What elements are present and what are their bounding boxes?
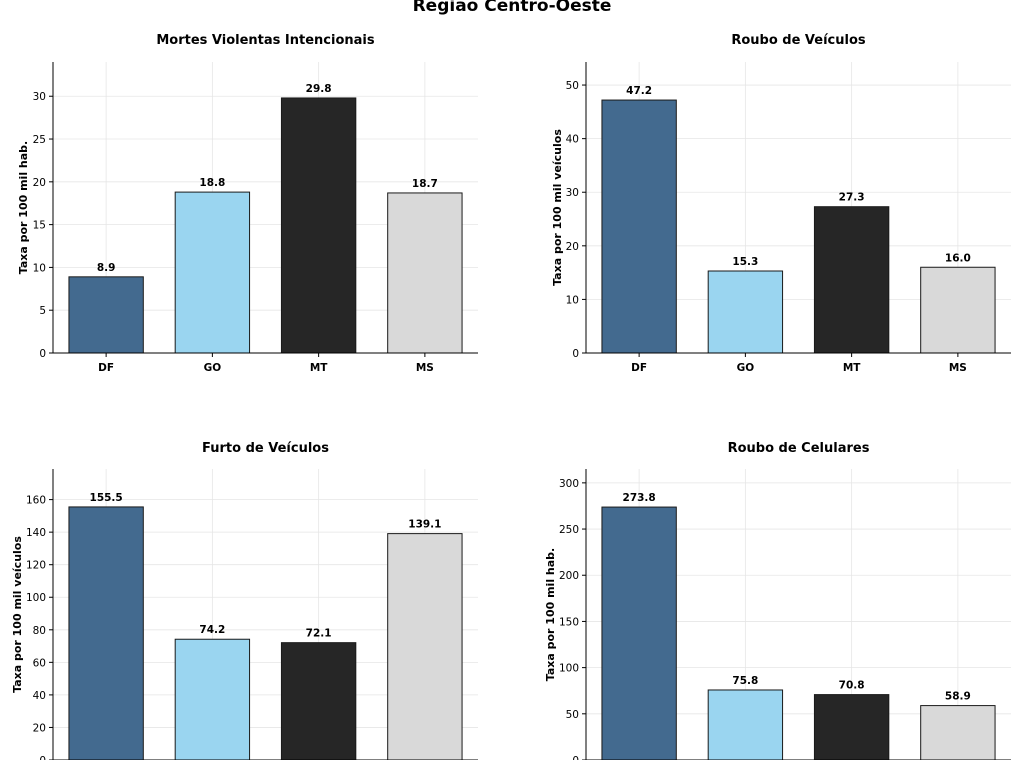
y-tick-label: 15 [33, 220, 46, 232]
y-tick-label: 0 [39, 755, 46, 760]
y-tick-label: 50 [566, 709, 579, 721]
bar-df [601, 99, 677, 354]
bar-mt [280, 97, 357, 354]
value-label-mt: 70.8 [839, 680, 865, 692]
value-label-go: 74.2 [199, 624, 225, 636]
y-axis-label: Taxa por 100 mil veículos [11, 536, 24, 693]
value-label-go: 15.3 [732, 256, 758, 268]
value-label-mt: 72.1 [306, 628, 332, 640]
y-tick-label: 100 [26, 592, 46, 604]
value-label-df: 47.2 [626, 85, 652, 97]
chart-mortes-violentas-intencionais: 8.9 18.8 29.8 18.7 0 5 10 15 20 25 30 DF GO MT MS Morte… [17, 33, 478, 374]
chart-title: Roubo de Veículos [731, 33, 866, 48]
y-tick-label: 140 [26, 527, 46, 539]
y-tick-label: 5 [39, 305, 46, 317]
bar-ms [387, 192, 463, 354]
figure-title: Região Centro-Oeste [413, 0, 612, 16]
value-label-ms: 18.7 [412, 178, 438, 190]
x-tick-label-ms: MS [416, 362, 434, 374]
bar-go [174, 638, 251, 760]
bar-ms [387, 533, 463, 760]
bar-df [68, 506, 144, 760]
value-label-ms: 139.1 [408, 519, 441, 531]
y-tick-label: 30 [566, 187, 579, 199]
chart-title: Mortes Violentas Intencionais [156, 33, 375, 48]
bar-df [601, 506, 677, 760]
value-label-mt: 27.3 [839, 192, 865, 204]
y-tick-label: 20 [566, 241, 579, 253]
y-tick-label: 120 [26, 560, 46, 572]
y-tick-label: 50 [566, 80, 579, 92]
bar-go [174, 191, 251, 354]
chart-title: Furto de Veículos [202, 441, 329, 456]
y-tick-label: 25 [33, 134, 46, 146]
y-tick-label: 0 [572, 348, 579, 360]
y-tick-label: 20 [33, 177, 46, 189]
y-tick-label: 0 [39, 348, 46, 360]
value-label-df: 8.9 [97, 262, 116, 274]
chart-roubo-de-celulares: 273.8 75.8 70.8 58.9 0 50 100 150 200 250 300 Roubo… [544, 441, 1011, 760]
bar-mt [813, 694, 890, 760]
x-tick-label-mt: MT [843, 362, 861, 374]
bar-go [707, 270, 784, 354]
y-tick-label: 10 [33, 262, 46, 274]
chart-panels: 8.9 18.8 29.8 18.7 0 5 10 15 20 25 30 DF GO MT MS Morte… [11, 33, 1011, 760]
x-tick-label-ms: MS [949, 362, 967, 374]
y-axis-label: Taxa por 100 mil veículos [551, 129, 564, 286]
y-tick-label: 40 [566, 134, 579, 146]
y-tick-label: 30 [33, 91, 46, 103]
y-tick-label: 250 [559, 524, 579, 536]
x-tick-label-df: DF [98, 362, 114, 374]
y-tick-label: 100 [559, 663, 579, 675]
value-label-ms: 16.0 [945, 252, 971, 264]
y-axis-label: Taxa por 100 mil hab. [544, 548, 557, 681]
y-tick-label: 10 [566, 294, 579, 306]
value-label-go: 75.8 [732, 675, 758, 687]
value-label-mt: 29.8 [306, 83, 332, 95]
value-label-df: 273.8 [623, 492, 656, 504]
bar-df [68, 276, 144, 354]
bar-ms [920, 705, 996, 760]
y-tick-label: 40 [33, 690, 46, 702]
bar-mt [813, 206, 890, 354]
chart-roubo-de-veiculos: 47.2 15.3 27.3 16.0 0 10 20 30 40 50 DF GO MT MS Roubo… [551, 33, 1011, 374]
x-tick-label-go: GO [204, 362, 222, 374]
value-label-go: 18.8 [199, 177, 225, 189]
y-tick-label: 80 [33, 625, 46, 637]
chart-title: Roubo de Celulares [728, 441, 870, 456]
x-tick-label-df: DF [631, 362, 647, 374]
value-label-ms: 58.9 [945, 691, 971, 703]
bar-go [707, 689, 784, 760]
x-tick-label-go: GO [737, 362, 755, 374]
x-tick-label-mt: MT [310, 362, 328, 374]
y-tick-label: 60 [33, 657, 46, 669]
bar-ms [920, 266, 996, 354]
value-label-df: 155.5 [90, 492, 123, 504]
y-tick-label: 300 [559, 478, 579, 490]
y-tick-label: 0 [572, 755, 579, 760]
y-axis-label: Taxa por 100 mil hab. [17, 141, 30, 274]
chart-furto-de-veiculos: 155.5 74.2 72.1 139.1 0 20 40 60 80 100 120 140 160 F… [11, 441, 478, 760]
y-tick-label: 200 [559, 570, 579, 582]
bar-mt [280, 642, 357, 760]
y-tick-label: 20 [33, 722, 46, 734]
y-tick-label: 150 [559, 616, 579, 628]
y-tick-label: 160 [26, 495, 46, 507]
